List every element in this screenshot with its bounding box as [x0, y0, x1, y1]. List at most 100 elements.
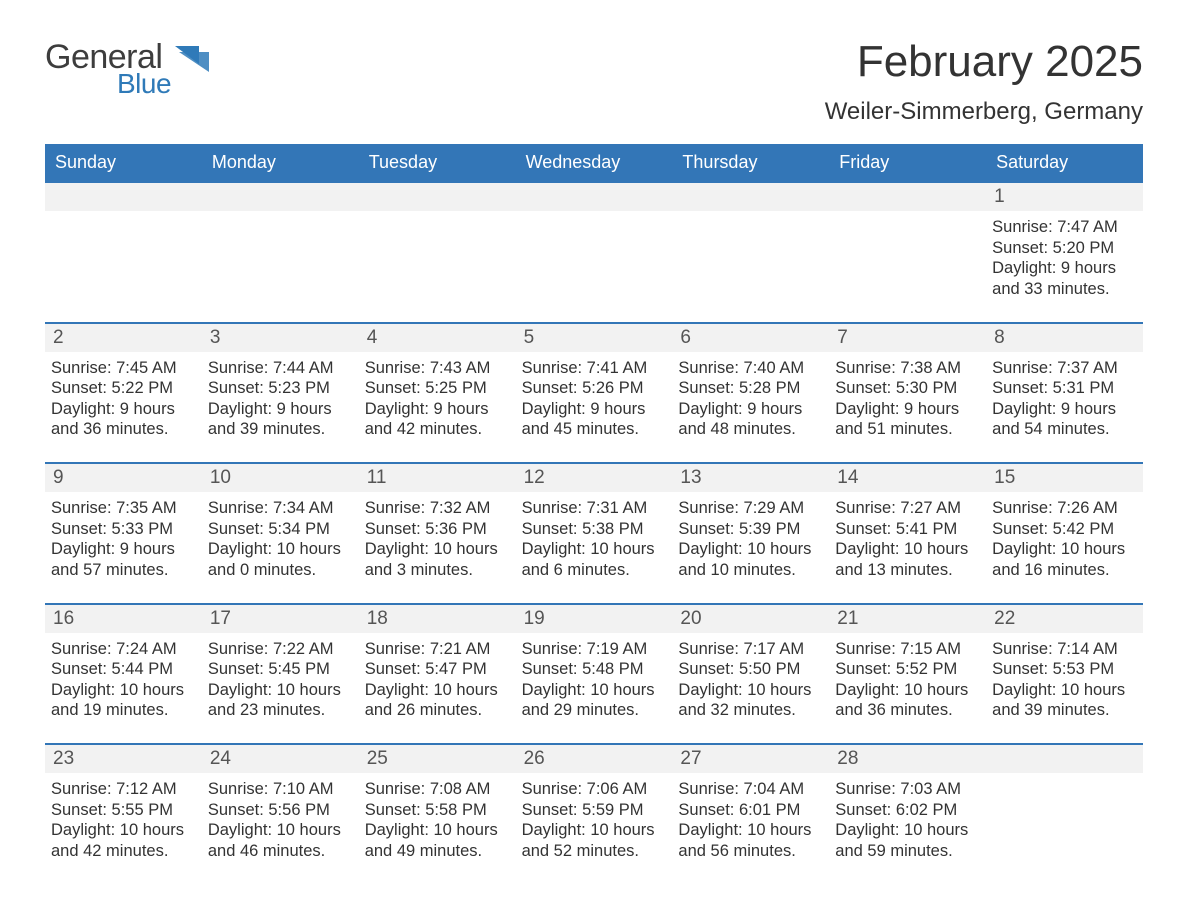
day-detail: Sunrise: 7:34 AMSunset: 5:34 PMDaylight:… [202, 492, 359, 603]
weeks-container: 1Sunrise: 7:47 AMSunset: 5:20 PMDaylight… [45, 181, 1143, 884]
sunrise-line: Sunrise: 7:41 AM [522, 358, 665, 379]
sunset-line: Sunset: 5:28 PM [678, 378, 821, 399]
day-cell [829, 183, 986, 322]
sunrise-line: Sunrise: 7:06 AM [522, 779, 665, 800]
day-cell: 13Sunrise: 7:29 AMSunset: 5:39 PMDayligh… [672, 464, 829, 603]
day-cell: 1Sunrise: 7:47 AMSunset: 5:20 PMDaylight… [986, 183, 1143, 322]
sunrise-line: Sunrise: 7:35 AM [51, 498, 194, 519]
day-detail [829, 211, 986, 271]
sunset-line: Sunset: 5:55 PM [51, 800, 194, 821]
daylight-line: Daylight: 10 hours and 19 minutes. [51, 680, 194, 721]
day-cell [672, 183, 829, 322]
day-detail [986, 773, 1143, 833]
day-number: 25 [359, 745, 516, 773]
day-detail: Sunrise: 7:38 AMSunset: 5:30 PMDaylight:… [829, 352, 986, 463]
daylight-line: Daylight: 10 hours and 42 minutes. [51, 820, 194, 861]
day-detail: Sunrise: 7:03 AMSunset: 6:02 PMDaylight:… [829, 773, 986, 884]
day-detail: Sunrise: 7:17 AMSunset: 5:50 PMDaylight:… [672, 633, 829, 744]
sunset-line: Sunset: 6:01 PM [678, 800, 821, 821]
sunrise-line: Sunrise: 7:27 AM [835, 498, 978, 519]
daylight-line: Daylight: 10 hours and 39 minutes. [992, 680, 1135, 721]
daylight-line: Daylight: 10 hours and 49 minutes. [365, 820, 508, 861]
brand-text: General Blue [45, 40, 171, 98]
sunrise-line: Sunrise: 7:37 AM [992, 358, 1135, 379]
day-detail: Sunrise: 7:32 AMSunset: 5:36 PMDaylight:… [359, 492, 516, 603]
sunset-line: Sunset: 5:23 PM [208, 378, 351, 399]
day-number: 19 [516, 605, 673, 633]
day-detail: Sunrise: 7:29 AMSunset: 5:39 PMDaylight:… [672, 492, 829, 603]
daylight-line: Daylight: 10 hours and 59 minutes. [835, 820, 978, 861]
day-number: 3 [202, 324, 359, 352]
weekday-cell: Thursday [672, 144, 829, 181]
day-cell [202, 183, 359, 322]
sunrise-line: Sunrise: 7:34 AM [208, 498, 351, 519]
day-number: 23 [45, 745, 202, 773]
daylight-line: Daylight: 10 hours and 10 minutes. [678, 539, 821, 580]
sunrise-line: Sunrise: 7:15 AM [835, 639, 978, 660]
day-cell: 8Sunrise: 7:37 AMSunset: 5:31 PMDaylight… [986, 324, 1143, 463]
day-cell: 2Sunrise: 7:45 AMSunset: 5:22 PMDaylight… [45, 324, 202, 463]
day-cell: 27Sunrise: 7:04 AMSunset: 6:01 PMDayligh… [672, 745, 829, 884]
day-cell: 9Sunrise: 7:35 AMSunset: 5:33 PMDaylight… [45, 464, 202, 603]
day-number [986, 745, 1143, 773]
day-detail [45, 211, 202, 271]
sunset-line: Sunset: 5:38 PM [522, 519, 665, 540]
sunrise-line: Sunrise: 7:10 AM [208, 779, 351, 800]
sunrise-line: Sunrise: 7:19 AM [522, 639, 665, 660]
daylight-line: Daylight: 10 hours and 46 minutes. [208, 820, 351, 861]
day-number: 8 [986, 324, 1143, 352]
day-cell: 25Sunrise: 7:08 AMSunset: 5:58 PMDayligh… [359, 745, 516, 884]
day-cell: 7Sunrise: 7:38 AMSunset: 5:30 PMDaylight… [829, 324, 986, 463]
day-cell: 26Sunrise: 7:06 AMSunset: 5:59 PMDayligh… [516, 745, 673, 884]
daylight-line: Daylight: 10 hours and 23 minutes. [208, 680, 351, 721]
sunset-line: Sunset: 5:30 PM [835, 378, 978, 399]
week-row: 9 Sunrise: 7:35 AMSunset: 5:33 PM Daylight… [45, 462, 1143, 603]
day-number [359, 183, 516, 211]
day-number: 11 [359, 464, 516, 492]
daylight-line: Daylight: 10 hours and 29 minutes. [522, 680, 665, 721]
day-cell: 24Sunrise: 7:10 AMSunset: 5:56 PMDayligh… [202, 745, 359, 884]
daylight-line: Daylight: 9 hours and 48 minutes. [678, 399, 821, 440]
day-detail [672, 211, 829, 271]
sunset-line: Sunset: 5:45 PM [208, 659, 351, 680]
day-cell: 3Sunrise: 7:44 AMSunset: 5:23 PMDaylight… [202, 324, 359, 463]
day-detail: Sunrise: 7:21 AMSunset: 5:47 PMDaylight:… [359, 633, 516, 744]
day-number [202, 183, 359, 211]
sunset-line: Sunset: 6:02 PM [835, 800, 978, 821]
day-cell [359, 183, 516, 322]
weekday-cell: Saturday [986, 144, 1143, 181]
daylight-line: Daylight: 10 hours and 26 minutes. [365, 680, 508, 721]
sunset-line: Sunset: 5:41 PM [835, 519, 978, 540]
day-number: 9 [45, 464, 202, 492]
day-detail: Sunrise: 7:44 AMSunset: 5:23 PMDaylight:… [202, 352, 359, 463]
day-cell: 4Sunrise: 7:43 AMSunset: 5:25 PMDaylight… [359, 324, 516, 463]
day-detail [359, 211, 516, 271]
day-detail: Sunrise: 7:45 AMSunset: 5:22 PMDaylight:… [45, 352, 202, 463]
day-cell: 14Sunrise: 7:27 AMSunset: 5:41 PMDayligh… [829, 464, 986, 603]
month-title: February 2025 [825, 40, 1143, 84]
daylight-line: Daylight: 10 hours and 6 minutes. [522, 539, 665, 580]
sunset-line: Sunset: 5:53 PM [992, 659, 1135, 680]
calendar: Sunday Monday Tuesday Wednesday Thursday… [45, 144, 1143, 884]
daylight-line: Daylight: 9 hours and 54 minutes. [992, 399, 1135, 440]
day-detail: Sunrise: 7:24 AMSunset: 5:44 PMDaylight:… [45, 633, 202, 744]
day-detail: Sunrise: 7:19 AMSunset: 5:48 PMDaylight:… [516, 633, 673, 744]
location-subtitle: Weiler-Simmerberg, Germany [825, 98, 1143, 126]
day-detail: Sunrise: 7:08 AMSunset: 5:58 PMDaylight:… [359, 773, 516, 884]
day-number: 13 [672, 464, 829, 492]
day-number: 24 [202, 745, 359, 773]
day-detail: Sunrise: 7:31 AMSunset: 5:38 PMDaylight:… [516, 492, 673, 603]
day-number [516, 183, 673, 211]
day-number: 15 [986, 464, 1143, 492]
sunset-line: Sunset: 5:33 PM [51, 519, 194, 540]
day-number: 2 [45, 324, 202, 352]
sunset-line: Sunset: 5:44 PM [51, 659, 194, 680]
daylight-line: Daylight: 10 hours and 32 minutes. [678, 680, 821, 721]
day-number: 1 [986, 183, 1143, 211]
sunset-line: Sunset: 5:52 PM [835, 659, 978, 680]
day-cell: 19Sunrise: 7:19 AMSunset: 5:48 PMDayligh… [516, 605, 673, 744]
day-cell: 17Sunrise: 7:22 AMSunset: 5:45 PMDayligh… [202, 605, 359, 744]
day-detail [516, 211, 673, 271]
day-cell: 6Sunrise: 7:40 AMSunset: 5:28 PMDaylight… [672, 324, 829, 463]
sunrise-line: Sunrise: 7:44 AM [208, 358, 351, 379]
